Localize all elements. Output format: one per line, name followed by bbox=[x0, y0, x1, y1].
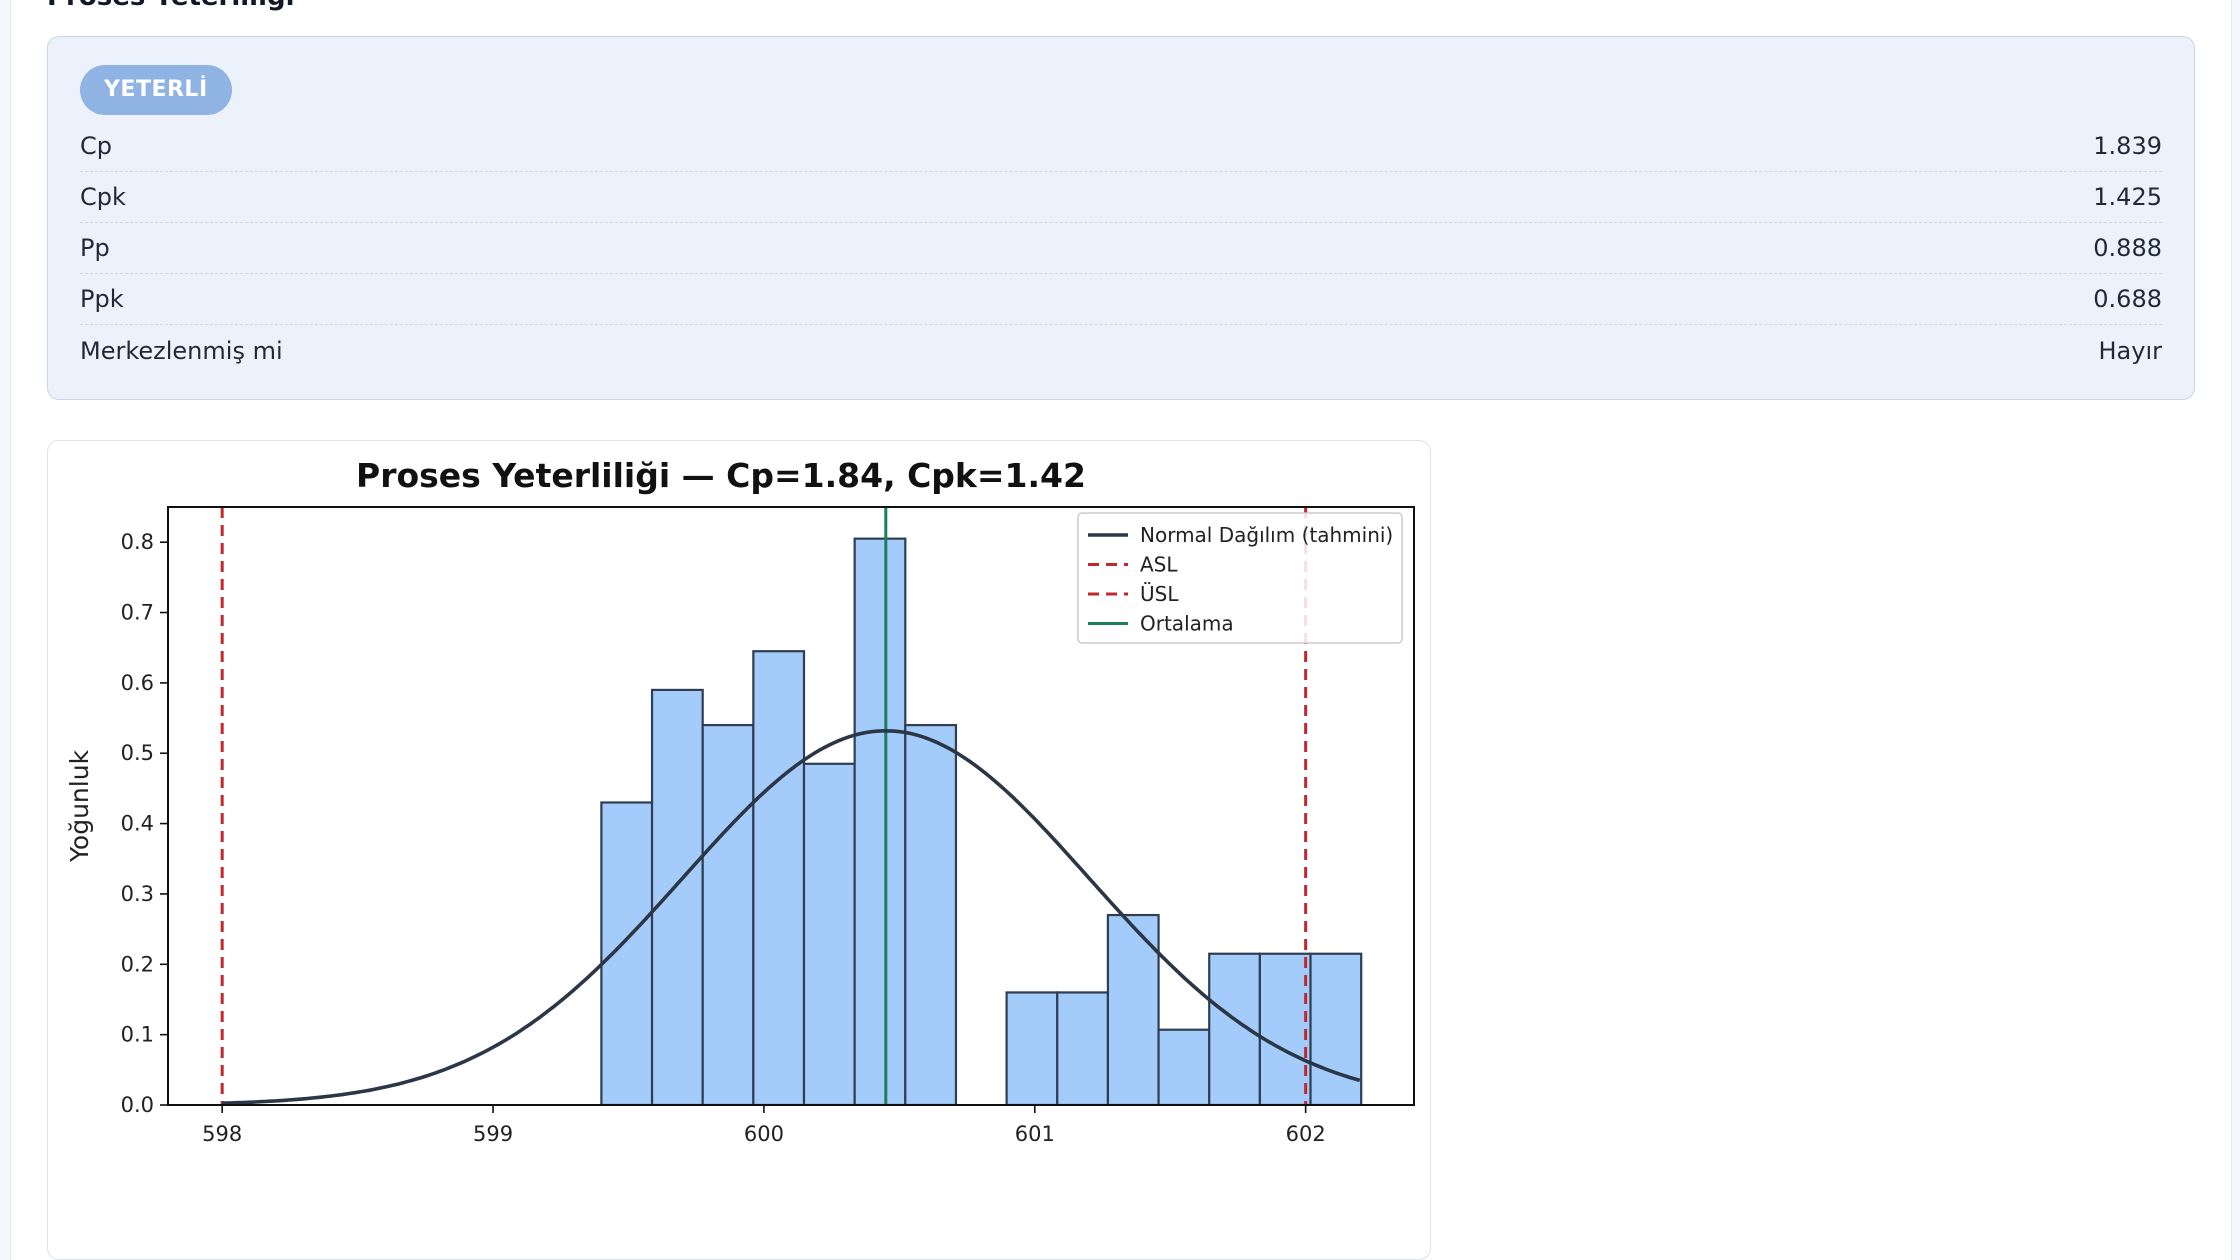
histogram-bar-4 bbox=[802, 762, 856, 1105]
metric-label: Merkezlenmiş mi bbox=[80, 336, 283, 365]
plot-frame bbox=[167, 506, 1415, 1106]
status-badge: YETERLİ bbox=[80, 65, 232, 115]
x-tick-label: 601 bbox=[1015, 1122, 1055, 1146]
y-tick-label: 0.6 bbox=[121, 671, 154, 695]
capability-histogram-chart: 0.0 0.1 0.2 0.3 0.4 0.5 0.6 0.7 0.8 598 599 600 601 6… bbox=[65, 456, 1415, 1146]
metric-value: 1.425 bbox=[2093, 183, 2162, 211]
metric-value: 0.688 bbox=[2093, 285, 2162, 313]
histogram-bar-13 bbox=[1258, 952, 1312, 1105]
legend-entry: Normal Dağılım (tahmini) bbox=[1140, 523, 1393, 547]
y-tick-label: 0.8 bbox=[121, 530, 154, 554]
y-tick-label: 0.1 bbox=[121, 1023, 154, 1047]
metric-row-ppk: Ppk 0.688 bbox=[80, 274, 2162, 325]
metric-label: Cpk bbox=[80, 183, 126, 211]
y-tick-label: 0.0 bbox=[121, 1093, 154, 1117]
histogram-bar-3 bbox=[752, 650, 806, 1105]
metric-row-cp: Cp 1.839 bbox=[80, 121, 2162, 172]
y-tick-label: 0.4 bbox=[121, 812, 154, 836]
histogram-bar-1 bbox=[650, 688, 704, 1105]
histogram-bar-6 bbox=[904, 723, 958, 1105]
metric-row-pp: Pp 0.888 bbox=[80, 223, 2162, 274]
normal-curve bbox=[222, 728, 1361, 1105]
histogram-bar-14 bbox=[1309, 952, 1363, 1105]
x-tick-label: 600 bbox=[744, 1122, 784, 1146]
metric-label: Ppk bbox=[80, 285, 124, 313]
metric-row-cpk: Cpk 1.425 bbox=[80, 172, 2162, 223]
histogram-bar-11 bbox=[1157, 1028, 1211, 1105]
legend-entry: Ortalama bbox=[1140, 612, 1234, 636]
metric-label: Cp bbox=[80, 132, 112, 160]
metric-value: Hayır bbox=[2098, 336, 2163, 365]
legend: Normal Dağılım (tahmini) ASL ÜSL Ortalama bbox=[1077, 512, 1403, 644]
x-tick-label: 599 bbox=[473, 1122, 513, 1146]
y-tick-label: 0.3 bbox=[121, 882, 154, 906]
section-title: Proses Yeterliliği bbox=[47, 0, 295, 12]
capability-card: YETERLİ Cp 1.839 Cpk 1.425 Pp 0.888 Ppk … bbox=[47, 36, 2195, 400]
legend-box bbox=[1077, 512, 1403, 644]
page-content: Proses Yeterliliği YETERLİ Cp 1.839 Cpk … bbox=[10, 0, 2232, 1260]
histogram-bar-5 bbox=[853, 537, 907, 1105]
metric-value: 0.888 bbox=[2093, 234, 2162, 262]
y-tick-label: 0.5 bbox=[121, 741, 154, 765]
x-tick-label: 602 bbox=[1286, 1122, 1326, 1146]
y-tick-label: 0.2 bbox=[121, 952, 154, 976]
y-axis-label: Yoğunluk bbox=[65, 749, 94, 863]
metric-value: 1.839 bbox=[2093, 132, 2162, 160]
metric-label: Pp bbox=[80, 234, 110, 262]
histogram-bar-8 bbox=[1005, 991, 1059, 1105]
histogram-bar-9 bbox=[1056, 991, 1110, 1105]
legend-entry: ASL bbox=[1140, 553, 1178, 577]
histogram-bar-2 bbox=[701, 723, 755, 1105]
y-tick-label: 0.7 bbox=[121, 601, 154, 625]
chart-title: Proses Yeterliliği — Cp=1.84, Cpk=1.42 bbox=[356, 456, 1086, 495]
x-tick-label: 598 bbox=[202, 1122, 242, 1146]
chart-card: 0.0 0.1 0.2 0.3 0.4 0.5 0.6 0.7 0.8 598 599 600 601 6… bbox=[47, 440, 1431, 1260]
metric-row-centered: Merkezlenmiş mi Hayır bbox=[80, 325, 2162, 376]
legend-entry: ÜSL bbox=[1140, 582, 1179, 606]
histogram-bar-0 bbox=[600, 801, 654, 1105]
